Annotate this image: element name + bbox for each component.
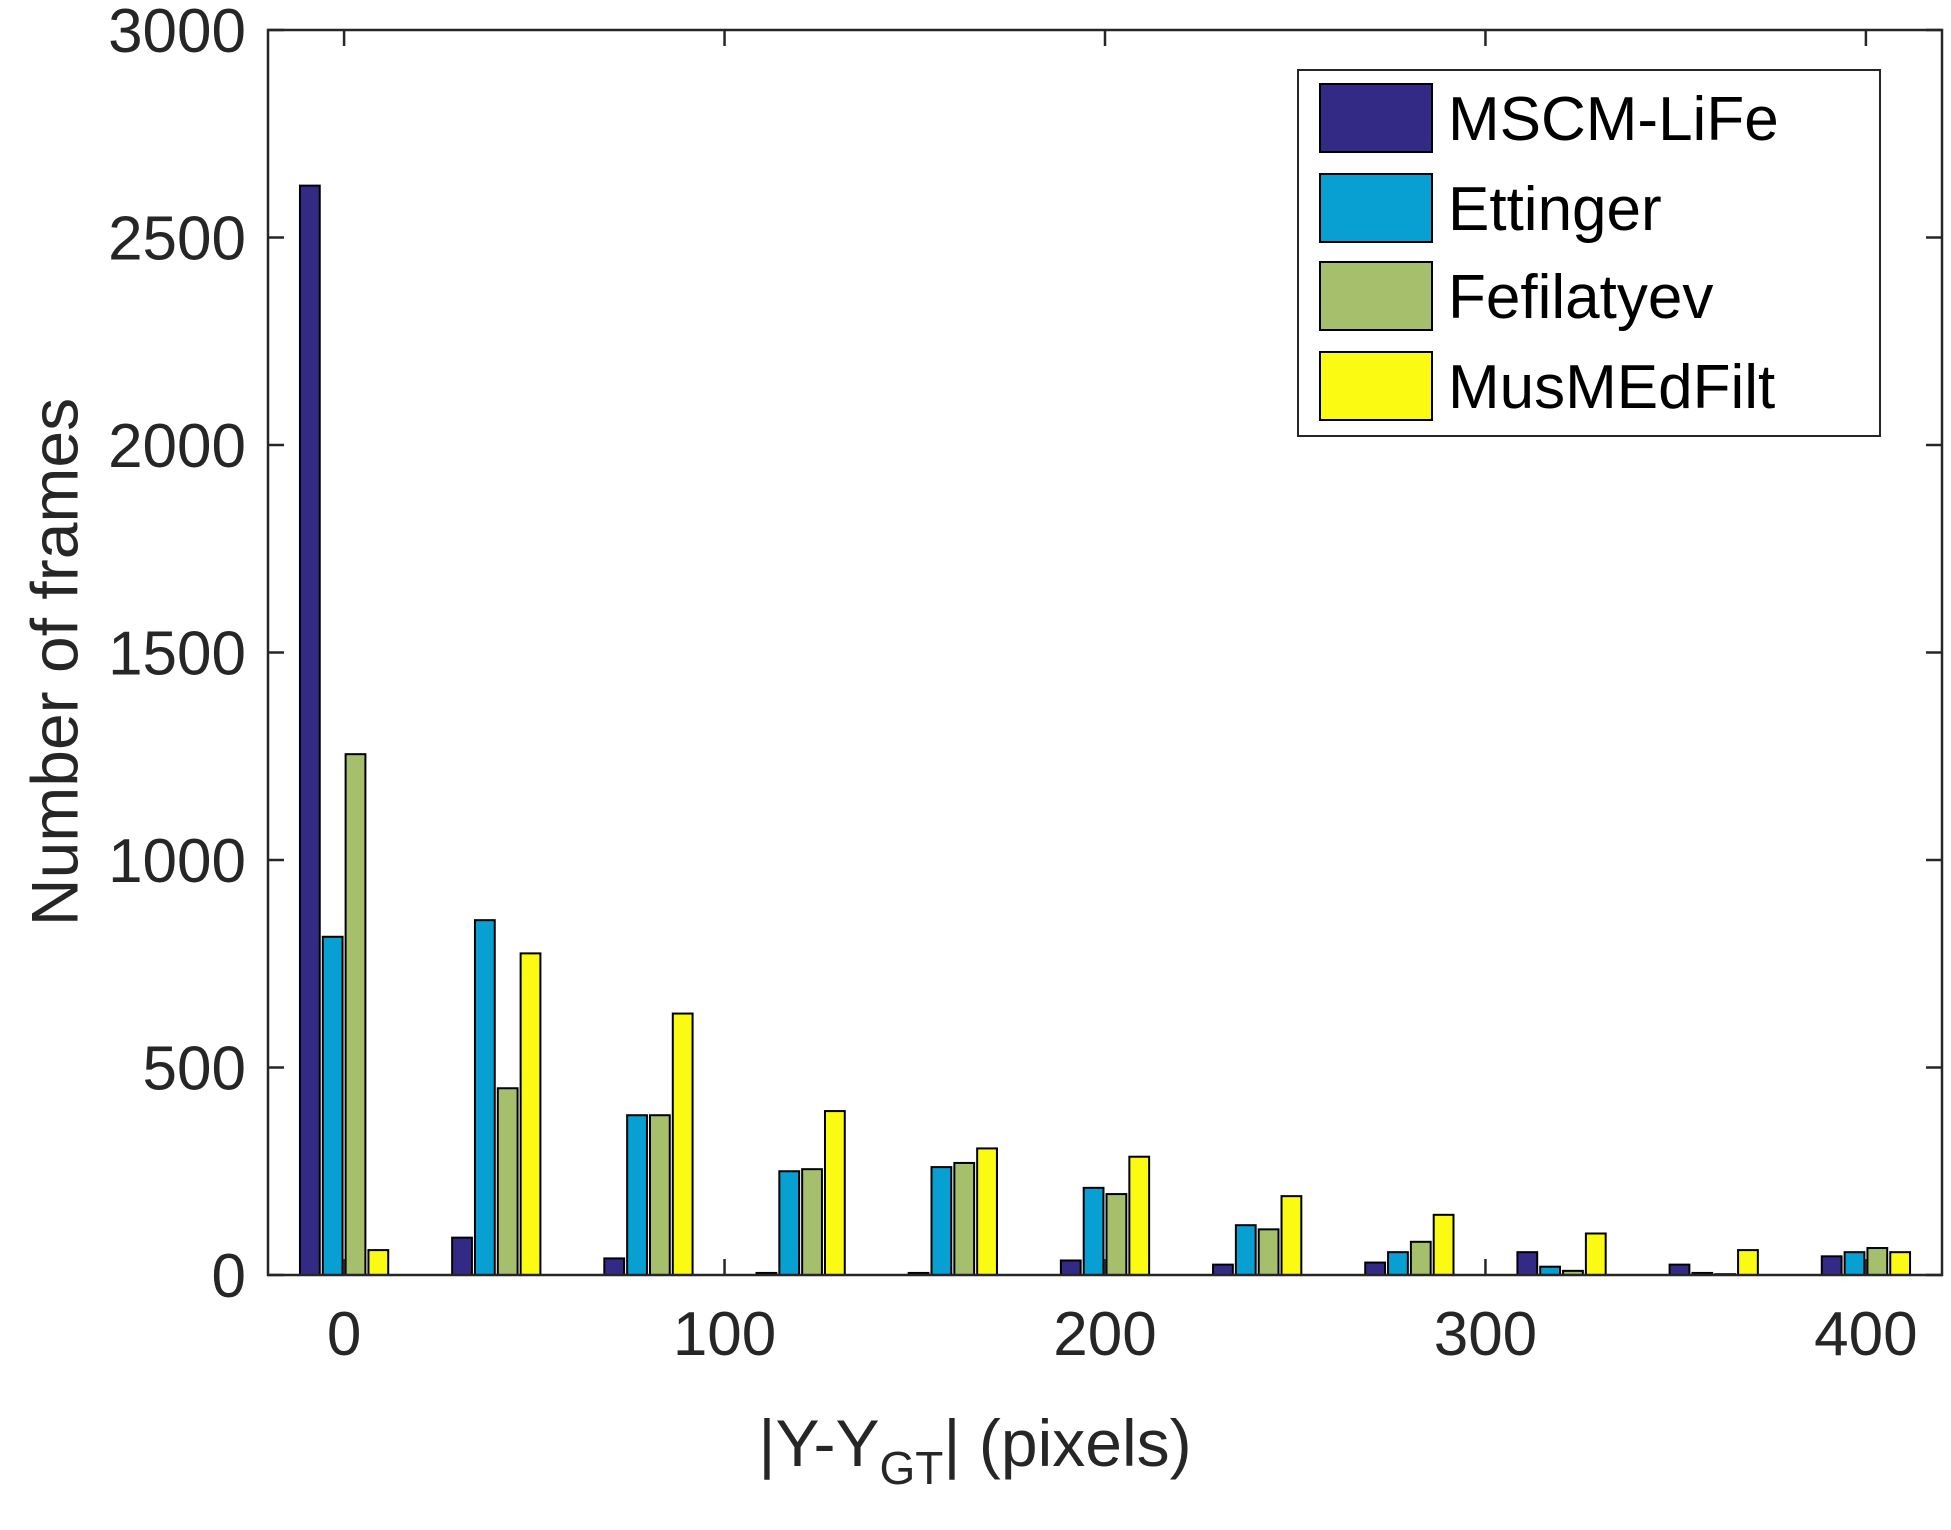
- bar-fefilatyev-0: [344, 753, 367, 1276]
- bar-mscm-life-280: [1364, 1261, 1387, 1277]
- y-tick-label: 0: [212, 1242, 246, 1311]
- bar-fefilatyev-40: [496, 1087, 519, 1276]
- y-tick-label: 2500: [108, 205, 246, 274]
- legend-swatch-mscm-life: [1319, 83, 1433, 153]
- bar-ettinger-280: [1387, 1251, 1409, 1277]
- y-ticks: 0 500 1000 1500 2000 2500 3000: [108, 0, 1942, 1311]
- bar-musmedfilt-200: [1128, 1155, 1151, 1276]
- bar-musmedfilt-0: [367, 1249, 390, 1276]
- y-tick-label: 3000: [108, 0, 246, 66]
- bar-ettinger-240: [1234, 1224, 1257, 1276]
- bar-musmedfilt-280: [1432, 1213, 1455, 1276]
- bar-mscm-life-360: [1668, 1263, 1691, 1276]
- bar-musmedfilt-400: [1889, 1251, 1912, 1277]
- bar-ettinger-120: [778, 1170, 801, 1276]
- y-tick-label: 2000: [108, 412, 246, 481]
- legend-swatch-fefilatyev: [1319, 261, 1433, 331]
- bar-fefilatyev-280: [1409, 1240, 1432, 1277]
- bar-mscm-life-320: [1516, 1251, 1539, 1277]
- bar-ettinger-400: [1843, 1251, 1866, 1277]
- legend-label-fefilatyev: Fefilatyev: [1448, 263, 1713, 332]
- bar-fefilatyev-80: [648, 1114, 671, 1276]
- bar-fefilatyev-200: [1105, 1193, 1128, 1276]
- bar-mscm-life-0: [298, 184, 321, 1276]
- bar-fefilatyev-120: [801, 1168, 823, 1277]
- y-tick-label: 1500: [108, 620, 246, 689]
- bar-fefilatyev-400: [1866, 1247, 1889, 1277]
- bar-mscm-life-200: [1059, 1259, 1082, 1276]
- bar-mscm-life-40: [451, 1236, 473, 1277]
- bar-musmedfilt-80: [671, 1012, 694, 1276]
- x-tick-label: 300: [1434, 1300, 1537, 1369]
- legend: MSCM-LiFe Ettinger Fefilatyev MusMEdFilt: [1297, 69, 1881, 437]
- y-tick-label: 500: [143, 1035, 246, 1104]
- x-tick-label: 400: [1814, 1300, 1917, 1369]
- x-ticks: 0 100 200 300 400: [327, 30, 1918, 1369]
- y-axis-label: Number of frames: [17, 398, 91, 926]
- bar-mscm-life-400: [1820, 1255, 1843, 1276]
- legend-swatch-ettinger: [1319, 173, 1433, 243]
- bar-fefilatyev-240: [1257, 1228, 1280, 1276]
- legend-label-mscm-life: MSCM-LiFe: [1448, 85, 1779, 154]
- bar-fefilatyev-160: [953, 1161, 976, 1276]
- bar-musmedfilt-160: [976, 1147, 998, 1277]
- bar-ettinger-80: [626, 1114, 648, 1276]
- y-tick-label: 1000: [108, 827, 246, 896]
- x-tick-label: 100: [673, 1300, 776, 1369]
- legend-label-ettinger: Ettinger: [1448, 175, 1662, 244]
- bar-ettinger-160: [930, 1166, 953, 1276]
- legend-label-musmedfilt: MusMEdFilt: [1448, 353, 1775, 422]
- bar-ettinger-200: [1082, 1186, 1105, 1276]
- bar-ettinger-40: [473, 919, 496, 1276]
- bar-musmedfilt-40: [519, 952, 542, 1276]
- bar-ettinger-0: [321, 935, 344, 1277]
- x-axis-label-subscript: GT: [880, 1442, 944, 1494]
- bar-musmedfilt-240: [1280, 1195, 1303, 1277]
- x-axis-label-tail: | (pixels): [943, 1406, 1191, 1480]
- bar-mscm-life-80: [603, 1257, 626, 1277]
- x-tick-label: 200: [1053, 1300, 1156, 1369]
- bar-musmedfilt-120: [823, 1110, 846, 1276]
- bars: [298, 184, 1912, 1277]
- legend-swatch-musmedfilt: [1319, 351, 1433, 421]
- x-axis-label-main: |Y-Y: [758, 1406, 879, 1480]
- x-axis-label: |Y-YGT| (pixels): [758, 1406, 1191, 1494]
- bar-musmedfilt-360: [1737, 1249, 1759, 1276]
- bar-mscm-life-240: [1212, 1263, 1234, 1276]
- bar-musmedfilt-320: [1584, 1232, 1607, 1276]
- x-tick-label: 0: [327, 1300, 361, 1369]
